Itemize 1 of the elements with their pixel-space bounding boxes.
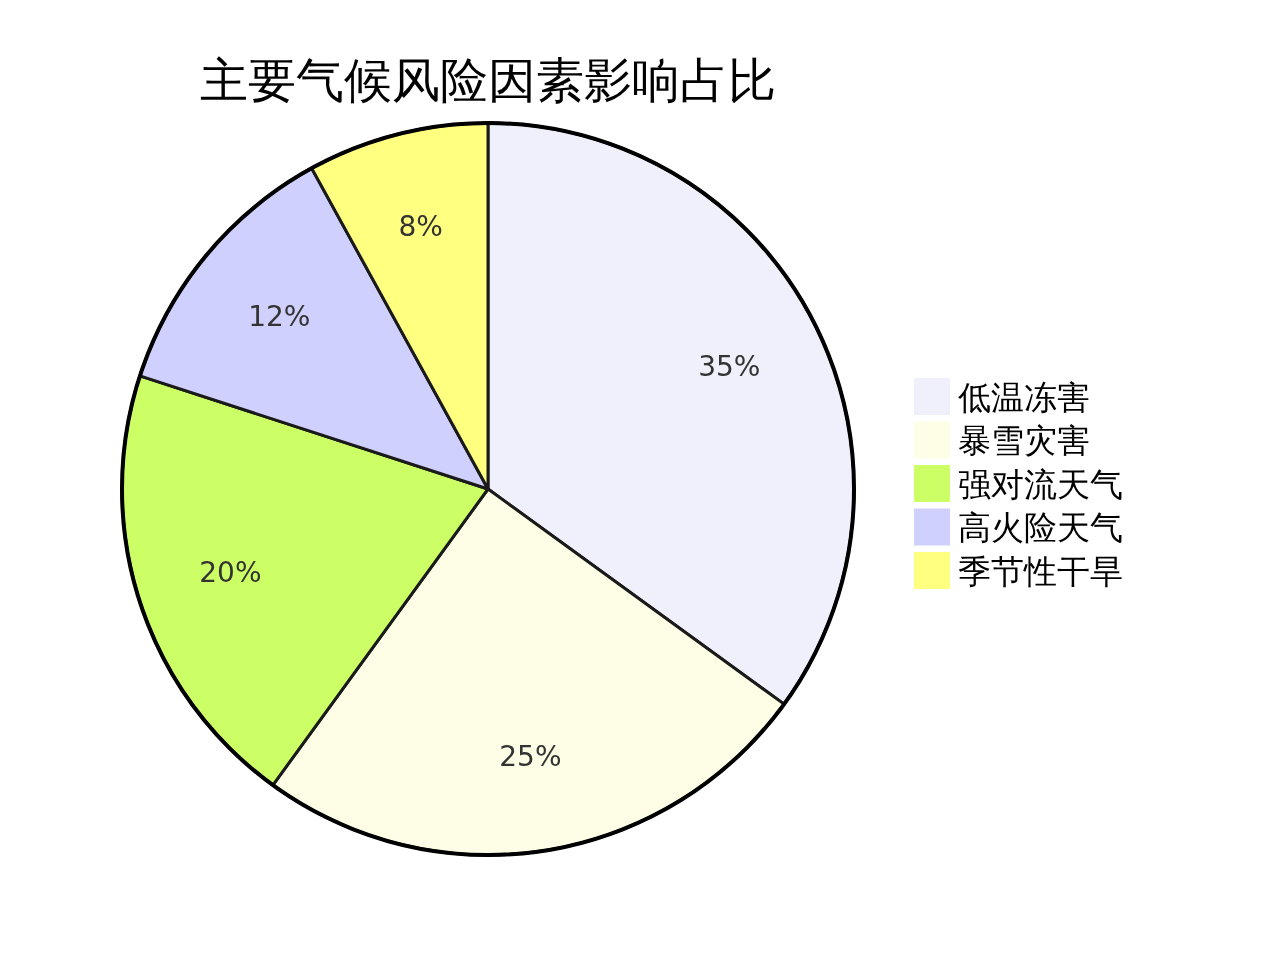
title: 主要气候风险因素影响占比 xyxy=(200,52,776,108)
